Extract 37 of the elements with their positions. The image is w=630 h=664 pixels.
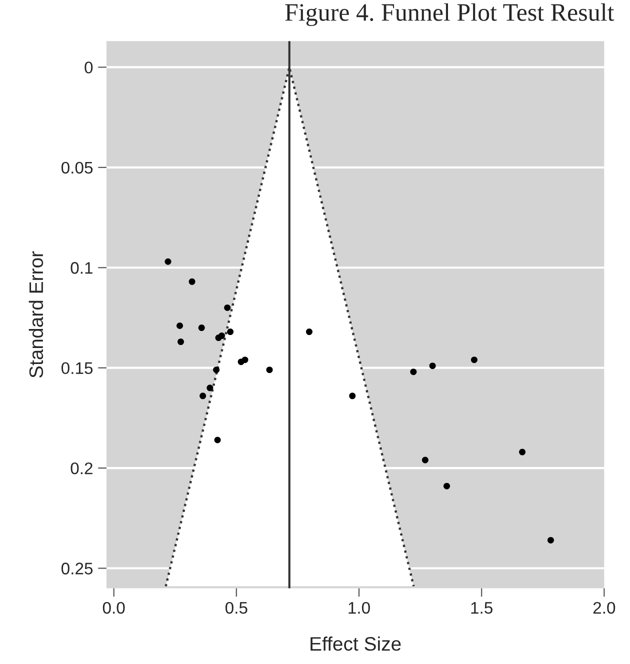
point [206,384,214,392]
point [547,536,554,544]
y-tick-label: 0.1 [70,262,92,274]
point [306,328,312,336]
point [218,332,225,340]
y-tick-label: 0 [84,62,93,74]
x-tick-label: 0.5 [225,602,248,614]
point [188,278,196,285]
point [470,356,478,364]
y-tick-label: 0.2 [70,462,92,474]
y-tick-label: 0.05 [61,162,93,174]
point [224,304,231,311]
x-tick-label: 0.0 [102,602,125,614]
point [429,362,436,370]
x-tick-label: 2.0 [593,602,616,614]
point [242,356,248,364]
x-tick-label: 1.5 [471,602,492,614]
point [422,456,428,464]
point [266,366,273,374]
x-axis-title: Effect Size [310,636,401,651]
point [349,392,356,400]
point [444,482,450,490]
chart-title: Figure 4. Funnel Plot Test Result [285,3,614,26]
point [200,392,206,400]
y-tick-label: 0.15 [61,362,93,374]
point [176,322,184,330]
point [214,436,221,444]
point [164,258,172,265]
point [227,328,234,336]
point [519,448,526,456]
point [198,324,205,332]
point [410,368,417,376]
y-axis-title: Standard Error [28,251,44,378]
point [178,338,184,346]
point [213,366,220,374]
x-tick-label: 1.0 [348,602,370,614]
y-tick-label: 0.25 [61,562,93,574]
